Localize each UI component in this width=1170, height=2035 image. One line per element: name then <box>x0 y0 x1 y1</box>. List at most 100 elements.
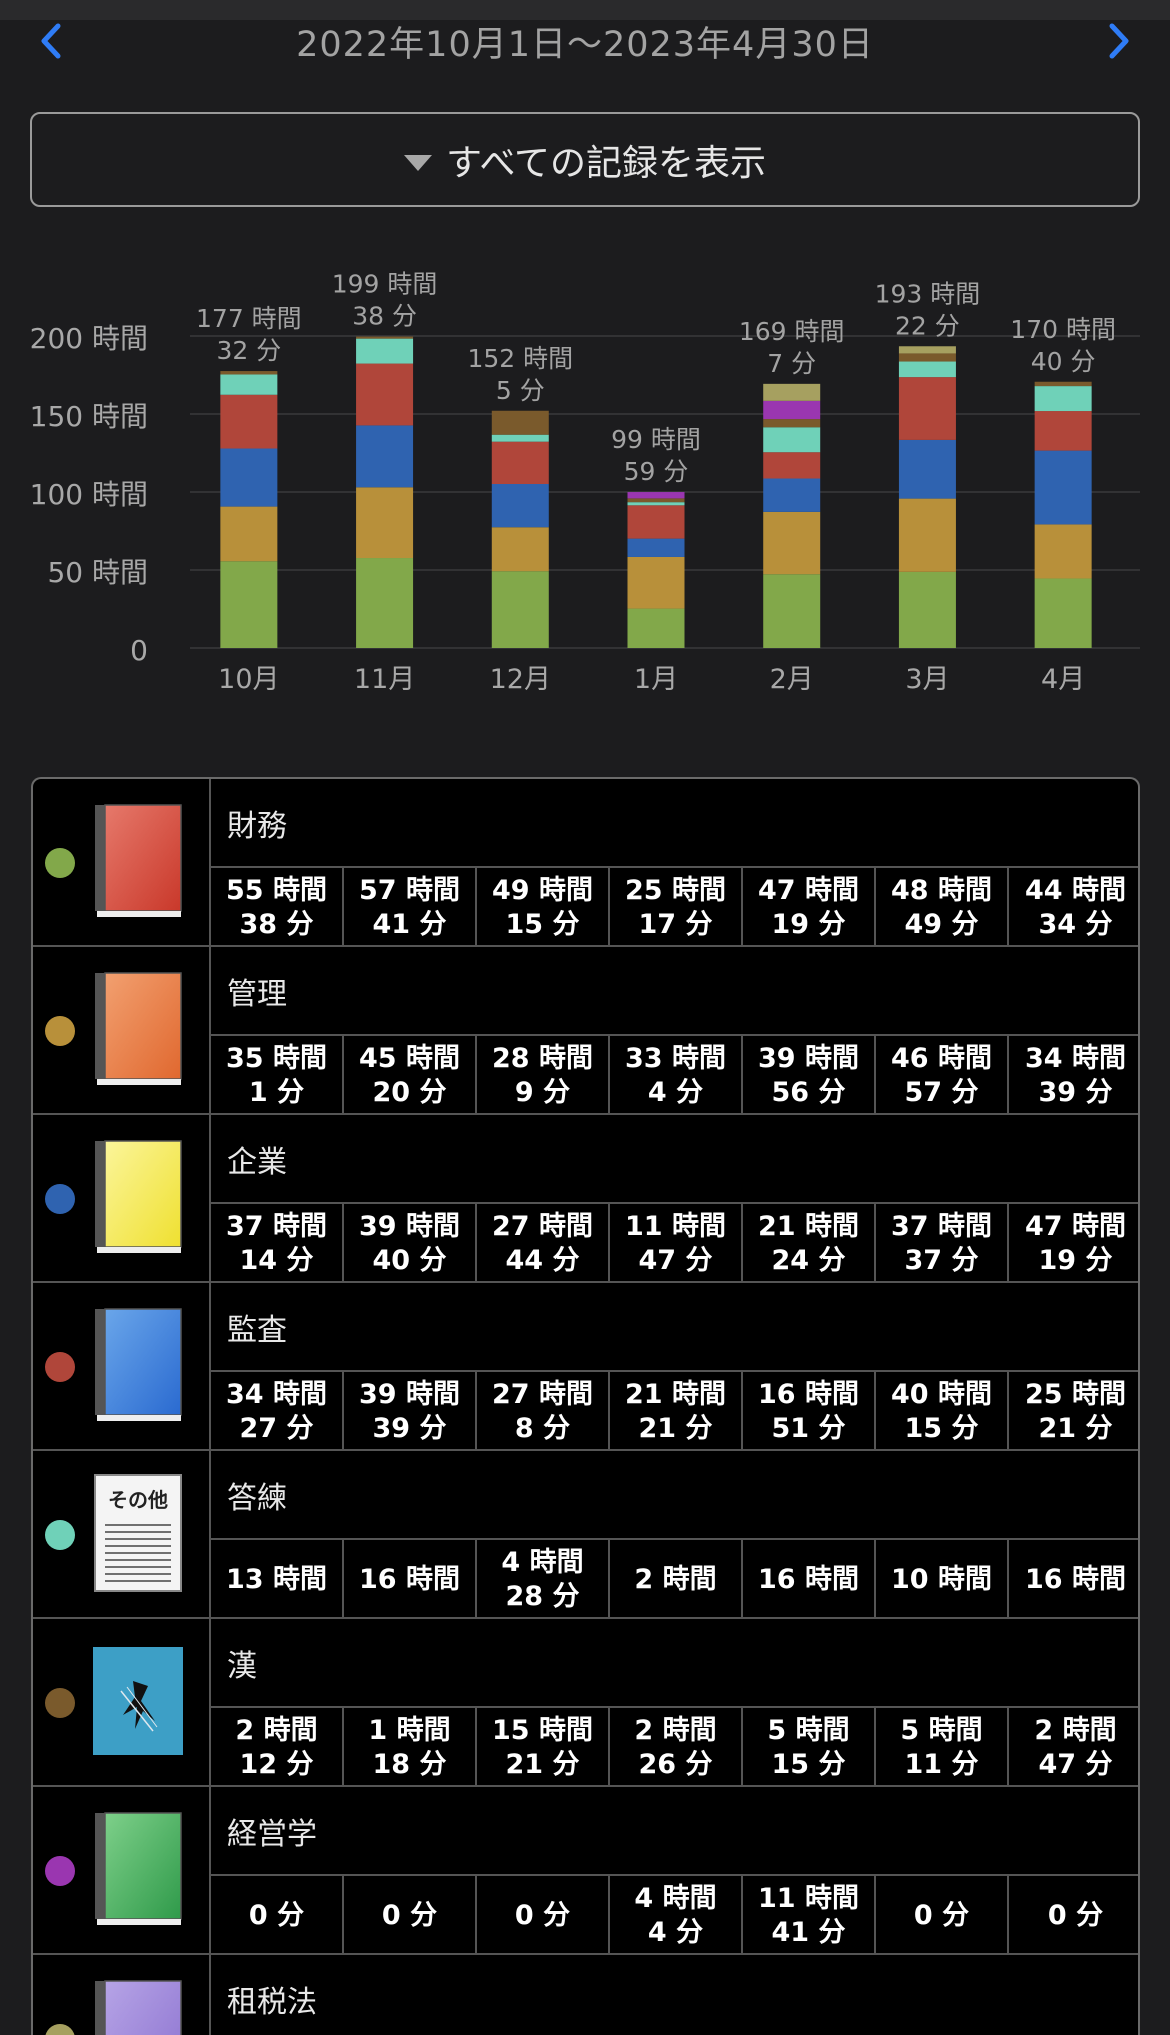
bar-segment <box>491 571 549 648</box>
month-time-cell: 0 分 <box>344 1876 477 1955</box>
subject-row[interactable]: 財務 55 時間 38 分 57 時間 41 分 49 時間 15 分 25 時間 17… <box>33 779 1138 947</box>
subject-row[interactable]: 監査 34 時間 27 分 39 時間 39 分 27 時間 8 分 21 時間 21 … <box>33 1283 1138 1451</box>
month-time-cell: 10 時間 <box>876 1540 1009 1619</box>
month-time-cell: 44 時間 34 分 <box>1025 874 1126 940</box>
chart-svg: 0 50 時間 100 時間 150 時間 200 時間 10月 177 時間 32 分 11月… <box>30 270 1140 695</box>
bar-total-minutes-label: 40 分 <box>1031 347 1096 376</box>
subject-name: 答練 <box>227 1481 287 1516</box>
bar-segment <box>627 538 685 557</box>
bar-total-hours-label: 169 時間 <box>739 317 845 346</box>
month-time-cell: 34 時間 39 分 <box>1025 1042 1126 1108</box>
subject-icon-cell <box>33 779 211 947</box>
bar-segment <box>356 487 414 559</box>
book-icon <box>93 1977 183 2035</box>
bar-segment <box>356 363 414 426</box>
month-time-cell: 33 時間 4 分 <box>610 1036 743 1115</box>
subject-name: 租税法 <box>227 1985 317 2020</box>
bar-segment <box>356 558 414 648</box>
subject-name: 漢 <box>227 1649 257 1684</box>
bar-segment <box>220 371 278 375</box>
subject-icon-cell <box>33 1787 211 1955</box>
chevron-right-icon <box>1109 23 1129 59</box>
bar-segment <box>763 478 821 512</box>
next-period-button[interactable] <box>1090 14 1150 68</box>
bar-total-minutes-label: 22 分 <box>895 311 960 340</box>
month-time-cell: 16 時間 <box>1025 1563 1126 1595</box>
month-time-cell: 55 時間 38 分 <box>211 868 344 947</box>
bar-segment <box>220 394 278 449</box>
bar-segment <box>898 361 956 378</box>
subject-color-dot <box>45 1352 75 1382</box>
month-time-cell: 39 時間 39 分 <box>344 1372 477 1451</box>
bar-total-hours-label: 199 時間 <box>332 270 438 299</box>
y-tick-label: 0 <box>130 634 148 667</box>
bar-segment <box>627 505 685 539</box>
month-time-cell: 21 時間 21 分 <box>610 1372 743 1451</box>
document-icon: その他 <box>93 1473 183 1593</box>
bar-segment <box>1034 578 1092 648</box>
month-time-cell: 15 時間 21 分 <box>477 1708 610 1787</box>
month-time-cell: 5 時間 15 分 <box>743 1708 876 1787</box>
month-time-cell: 2 時間 12 分 <box>211 1708 344 1787</box>
subject-name: 監査 <box>227 1313 287 1348</box>
month-time-cell: 35 時間 1 分 <box>211 1036 344 1115</box>
y-tick-label: 200 時間 <box>30 322 148 355</box>
bar-segment <box>220 561 278 648</box>
x-tick-label: 1月 <box>634 664 678 695</box>
subject-color-dot <box>45 1184 75 1214</box>
prev-period-button[interactable] <box>20 14 80 68</box>
header-top-strip <box>0 0 1170 20</box>
book-icon <box>93 1137 183 1257</box>
bar-segment <box>627 492 685 499</box>
subject-icon-cell: その他 <box>33 1451 211 1619</box>
bar-segment <box>220 448 278 507</box>
month-time-cell: 0 分 <box>1047 1899 1104 1931</box>
bar-segment <box>627 498 685 503</box>
subject-row[interactable]: 企業 37 時間 14 分 39 時間 40 分 27 時間 44 分 11 時間 47… <box>33 1115 1138 1283</box>
subject-row[interactable]: 租税法 <box>33 1955 1138 2035</box>
bar-segment <box>491 434 549 442</box>
month-time-cell: 21 時間 24 分 <box>743 1204 876 1283</box>
x-tick-label: 3月 <box>905 664 949 695</box>
show-all-records-button[interactable]: すべての記録を表示 <box>30 112 1140 207</box>
y-tick-label: 50 時間 <box>47 556 148 589</box>
bar-segment <box>627 556 685 609</box>
bar-segment <box>356 425 414 488</box>
month-time-cell: 0 分 <box>477 1876 610 1955</box>
bar-segment <box>220 374 278 395</box>
bar-segment <box>491 483 549 528</box>
bar-total-hours-label: 99 時間 <box>611 425 701 454</box>
subject-icon-cell <box>33 1115 211 1283</box>
book-icon <box>93 1809 183 1929</box>
month-time-cell: 0 分 <box>211 1876 344 1955</box>
month-time-cell: 27 時間 8 分 <box>477 1372 610 1451</box>
subject-color-dot <box>45 2024 75 2035</box>
book-icon <box>93 969 183 1089</box>
month-time-cell: 1 時間 18 分 <box>344 1708 477 1787</box>
subject-name: 企業 <box>227 1145 287 1180</box>
month-time-cell: 25 時間 17 分 <box>610 868 743 947</box>
month-time-cell: 11 時間 41 分 <box>743 1876 876 1955</box>
bar-segment <box>627 608 685 648</box>
y-tick-label: 150 時間 <box>30 400 148 433</box>
bar-total-hours-label: 170 時間 <box>1010 315 1116 344</box>
bar-total-minutes-label: 38 分 <box>352 302 417 331</box>
bar-segment <box>356 338 414 364</box>
month-time-cell: 2 時間 26 分 <box>610 1708 743 1787</box>
month-time-cell: 27 時間 44 分 <box>477 1204 610 1283</box>
subject-name: 管理 <box>227 977 287 1012</box>
bar-segment <box>763 511 821 575</box>
bar-segment <box>763 452 821 479</box>
bar-segment <box>1034 386 1092 412</box>
bar-segment <box>898 571 956 648</box>
bar-segment <box>356 336 414 339</box>
bar-total-hours-label: 152 時間 <box>467 344 573 373</box>
month-time-cell: 16 時間 51 分 <box>743 1372 876 1451</box>
bar-total-minutes-label: 7 分 <box>767 349 816 378</box>
